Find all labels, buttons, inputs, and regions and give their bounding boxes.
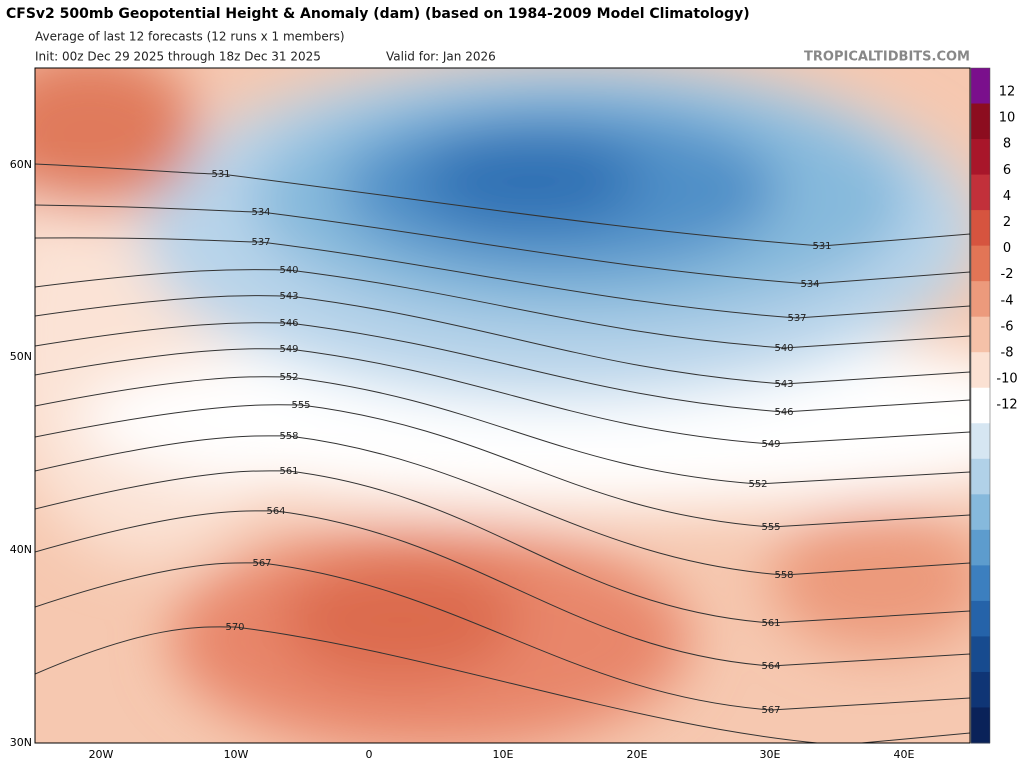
contour-label: 540 bbox=[774, 343, 793, 354]
lat-label: 30N bbox=[10, 736, 32, 749]
contour-label: 546 bbox=[774, 407, 793, 418]
colorbar-segment bbox=[971, 316, 990, 353]
colorbar-tick-label: 10 bbox=[999, 111, 1016, 126]
contour-label: 537 bbox=[251, 237, 270, 248]
colorbar-segment bbox=[971, 671, 990, 708]
colorbar-tick-label: -4 bbox=[1001, 293, 1014, 308]
colorbar-segment bbox=[971, 529, 990, 566]
contour-label: 552 bbox=[748, 479, 767, 490]
colorbar-tick-label: -8 bbox=[1001, 346, 1014, 361]
contour-label: 564 bbox=[761, 661, 780, 672]
colorbar-segment bbox=[971, 458, 990, 495]
lon-label: 20E bbox=[627, 748, 648, 761]
colorbar-segment bbox=[971, 352, 990, 389]
lon-label: 10W bbox=[224, 748, 249, 761]
colorbar-segment bbox=[971, 494, 990, 531]
contour-label: 546 bbox=[279, 318, 298, 329]
contour-label: 558 bbox=[279, 431, 298, 442]
contours: 531 531 534 534 537 537 540 540 543 543 546 546 549 5… bbox=[35, 163, 970, 743]
brand: TROPICALTIDBITS.COM bbox=[804, 50, 970, 65]
contour-line bbox=[35, 204, 970, 285]
colorbar-segment bbox=[971, 636, 990, 673]
colorbar-segment bbox=[971, 281, 990, 318]
contour-line bbox=[35, 376, 970, 485]
contour-line bbox=[35, 404, 970, 528]
colorbar-tick-label: -2 bbox=[1001, 267, 1014, 282]
colorbar-tick-label: 4 bbox=[1003, 189, 1011, 204]
anomaly-shading bbox=[35, 68, 970, 743]
lon-label: 40E bbox=[894, 748, 915, 761]
contour-label: 561 bbox=[279, 466, 298, 477]
map-area bbox=[35, 68, 970, 743]
contour-label: 561 bbox=[761, 618, 780, 629]
contour-label: 531 bbox=[812, 241, 831, 252]
colorbar-segment bbox=[971, 423, 990, 460]
colorbar-tick-label: -12 bbox=[996, 398, 1017, 413]
contour-label: 552 bbox=[279, 372, 298, 383]
contour-label: 555 bbox=[761, 522, 780, 533]
colorbar-segment bbox=[971, 174, 990, 211]
contour-line bbox=[35, 269, 970, 349]
contour-line bbox=[35, 163, 970, 247]
init-time: Init: 00z Dec 29 2025 through 18z Dec 31… bbox=[35, 50, 321, 64]
lon-label: 20W bbox=[89, 748, 114, 761]
colorbar-segment bbox=[971, 103, 990, 140]
title: CFSv2 500mb Geopotential Height & Anomal… bbox=[6, 6, 750, 22]
colorbar-segment bbox=[971, 565, 990, 602]
contour-label: 549 bbox=[761, 439, 780, 450]
contour-line bbox=[35, 626, 970, 743]
contour-line bbox=[35, 435, 970, 576]
lon-label: 10E bbox=[493, 748, 514, 761]
contour-label: 567 bbox=[761, 705, 780, 716]
contour-label: 555 bbox=[291, 400, 310, 411]
colorbar: 12 10 8 6 4 2 0 -2 -4 -6 -8 -10 -12 bbox=[970, 67, 1018, 744]
lon-label: 30E bbox=[760, 748, 781, 761]
contour-label: 570 bbox=[225, 622, 244, 633]
contour-line bbox=[35, 510, 970, 667]
colorbar-tick-label: 8 bbox=[1003, 137, 1011, 152]
lat-label: 50N bbox=[10, 350, 32, 363]
contour-label: 537 bbox=[787, 313, 806, 324]
colorbar-segment bbox=[971, 139, 990, 176]
map-frame bbox=[34, 67, 971, 744]
contour-line bbox=[35, 470, 970, 624]
colorbar-segment bbox=[971, 707, 990, 744]
contour-label: 564 bbox=[266, 506, 285, 517]
colorbar-segment bbox=[971, 387, 990, 424]
lat-label: 40N bbox=[10, 543, 32, 556]
contour-label: 540 bbox=[279, 265, 298, 276]
contour-label: 549 bbox=[279, 344, 298, 355]
contour-line bbox=[35, 562, 970, 711]
contour-line bbox=[35, 322, 970, 413]
contour-label: 531 bbox=[211, 169, 230, 180]
colorbar-segment bbox=[971, 245, 990, 282]
contour-label: 558 bbox=[774, 570, 793, 581]
contour-line bbox=[35, 348, 970, 445]
colorbar-segment bbox=[971, 68, 990, 105]
contour-label: 543 bbox=[774, 379, 793, 390]
colorbar-tick-label: 12 bbox=[999, 85, 1016, 100]
colorbar-segment bbox=[971, 600, 990, 637]
contour-label: 567 bbox=[252, 558, 271, 569]
lon-label: 0 bbox=[366, 748, 373, 761]
colorbar-frame bbox=[970, 67, 991, 744]
colorbar-tick-label: 6 bbox=[1003, 163, 1011, 178]
contour-line bbox=[35, 295, 970, 385]
colorbar-tick-label: 0 bbox=[1003, 241, 1011, 256]
subtitle: Average of last 12 forecasts (12 runs x … bbox=[35, 30, 345, 44]
colorbar-tick-label: -6 bbox=[1001, 319, 1014, 334]
colorbar-segment bbox=[971, 210, 990, 247]
valid-time: Valid for: Jan 2026 bbox=[386, 50, 496, 64]
contour-label: 543 bbox=[279, 291, 298, 302]
contour-line bbox=[35, 237, 970, 319]
contour-label: 534 bbox=[800, 279, 819, 290]
colorbar-tick-label: -10 bbox=[996, 372, 1017, 387]
lat-label: 60N bbox=[10, 158, 32, 171]
contour-label: 534 bbox=[251, 207, 270, 218]
colorbar-tick-label: 2 bbox=[1003, 215, 1011, 230]
